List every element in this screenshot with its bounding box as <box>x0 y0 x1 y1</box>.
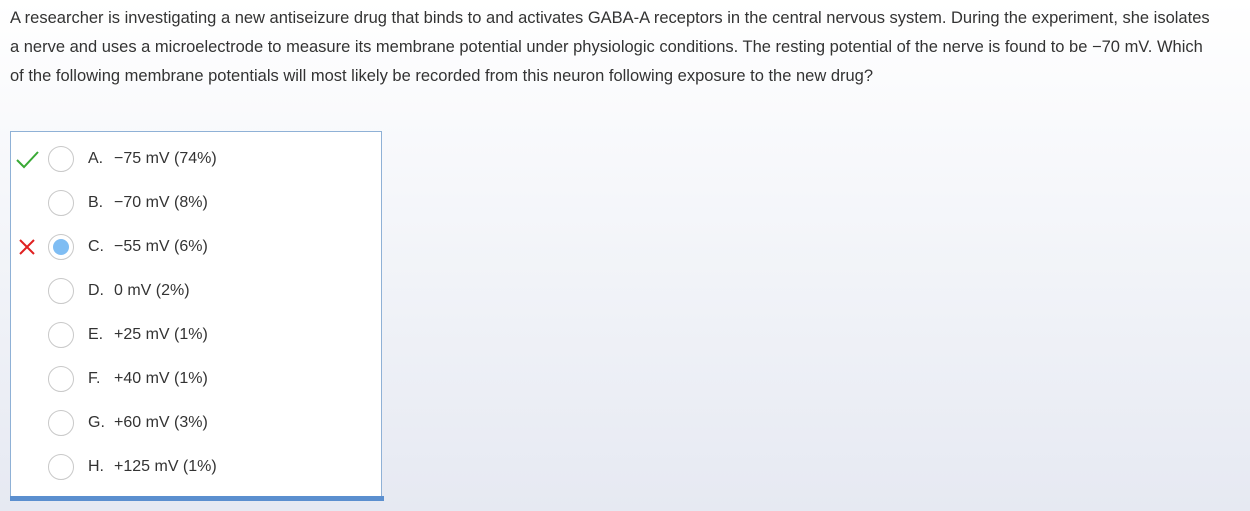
answer-option-g[interactable]: G. +60 mV (3%) <box>11 402 381 442</box>
answer-option-a[interactable]: A. −75 mV (74%) <box>11 138 381 178</box>
answer-box-bottom-bar <box>10 496 384 501</box>
answer-option-f[interactable]: F. +40 mV (1%) <box>11 358 381 398</box>
radio-button[interactable] <box>48 410 74 436</box>
option-label: B. −70 mV (8%) <box>88 194 208 211</box>
answer-option-d[interactable]: D. 0 mV (2%) <box>11 270 381 310</box>
answer-option-b[interactable]: B. −70 mV (8%) <box>11 182 381 222</box>
radio-button[interactable] <box>48 322 74 348</box>
question-text: A researcher is investigating a new anti… <box>10 9 1210 85</box>
answer-option-c[interactable]: C. −55 mV (6%) <box>11 226 381 266</box>
option-label: F. +40 mV (1%) <box>88 370 208 387</box>
answer-choices: A. −75 mV (74%) B. −70 mV (8%) C. −55 mV (6… <box>10 131 382 497</box>
option-label: G. +60 mV (3%) <box>88 414 208 431</box>
radio-button[interactable] <box>48 278 74 304</box>
answer-option-e[interactable]: E. +25 mV (1%) <box>11 314 381 354</box>
radio-button[interactable] <box>48 366 74 392</box>
radio-button-selected[interactable] <box>48 234 74 260</box>
option-label: E. +25 mV (1%) <box>88 326 208 343</box>
option-label: A. −75 mV (74%) <box>88 150 217 167</box>
option-label: D. 0 mV (2%) <box>88 282 190 299</box>
correct-check-icon <box>16 151 39 169</box>
radio-button[interactable] <box>48 454 74 480</box>
answer-option-h[interactable]: H. +125 mV (1%) <box>11 446 381 486</box>
option-label: H. +125 mV (1%) <box>88 458 217 475</box>
radio-button[interactable] <box>48 190 74 216</box>
incorrect-x-icon <box>19 239 35 255</box>
radio-button[interactable] <box>48 146 74 172</box>
option-label: C. −55 mV (6%) <box>88 238 208 255</box>
